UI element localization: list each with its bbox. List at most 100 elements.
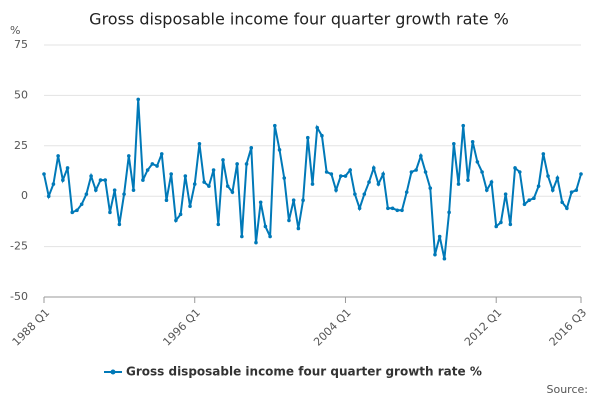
data-point: [362, 192, 367, 196]
data-point: [555, 176, 560, 180]
data-point: [122, 192, 126, 196]
data-point: [353, 192, 357, 196]
data-point: [466, 178, 470, 182]
data-point: [334, 188, 338, 192]
series-line: [43, 99, 582, 259]
data-point: [442, 256, 447, 261]
data-point: [517, 170, 522, 174]
data-point: [79, 202, 84, 207]
data-point: [484, 188, 489, 192]
data-point: [475, 160, 480, 164]
data-point: [244, 162, 249, 166]
data-point: [371, 166, 376, 170]
data-point: [61, 178, 65, 182]
data-point: [329, 172, 334, 176]
data-point: [235, 162, 239, 166]
data-point: [569, 190, 574, 194]
data-point: [216, 222, 221, 227]
data-point: [522, 202, 527, 207]
data-point: [409, 170, 414, 174]
data-point: [503, 192, 508, 196]
data-point: [277, 148, 282, 152]
data-point: [211, 168, 216, 172]
data-point: [320, 133, 324, 138]
data-point: [315, 125, 320, 130]
data-point: [489, 180, 494, 184]
y-axis-unit: %: [10, 24, 20, 37]
data-point: [89, 174, 93, 178]
data-point: [117, 222, 122, 227]
data-point: [94, 188, 98, 192]
data-point: [437, 234, 442, 239]
chart-title: Gross disposable income four quarter gro…: [89, 10, 509, 29]
data-point: [174, 218, 178, 223]
data-point: [230, 190, 235, 194]
data-point: [225, 184, 230, 188]
data-point: [141, 178, 145, 182]
y-tick-label: 25: [14, 139, 28, 152]
data-point: [423, 170, 428, 174]
data-point: [579, 172, 583, 176]
data-point: [159, 152, 164, 156]
data-point: [103, 178, 108, 182]
data-point: [414, 168, 418, 172]
data-point: [112, 188, 117, 192]
data-point: [494, 224, 499, 229]
y-tick-label: 75: [14, 38, 28, 51]
data-point: [51, 182, 56, 186]
data-point: [207, 184, 211, 188]
data-point: [499, 220, 503, 225]
data-point: [126, 154, 131, 158]
data-point: [56, 154, 60, 158]
data-point: [150, 162, 155, 166]
data-point: [131, 188, 136, 192]
y-tick-label: -50: [10, 290, 28, 303]
x-tick-label: 1996 Q1: [160, 306, 203, 349]
data-point: [452, 141, 456, 146]
data-point: [447, 210, 451, 215]
data-point: [428, 186, 433, 190]
legend-marker: [110, 369, 116, 375]
data-point: [386, 206, 390, 211]
data-point: [508, 222, 513, 227]
data-point: [282, 176, 287, 180]
source: Source:: [547, 383, 589, 396]
data-point: [574, 188, 579, 192]
data-point: [145, 168, 150, 172]
data-point: [367, 180, 371, 184]
data-point: [155, 164, 159, 168]
data-point: [301, 198, 305, 203]
data-point: [197, 141, 202, 146]
data-point: [291, 198, 296, 203]
data-point: [546, 174, 550, 178]
data-point: [296, 226, 301, 231]
y-tick-label: -25: [10, 240, 28, 253]
data-point: [188, 204, 192, 209]
x-tick-label: 2004 Q1: [311, 306, 354, 349]
data-point: [258, 200, 263, 205]
data-point: [268, 234, 272, 239]
x-tick-label: 2016 Q3: [547, 306, 590, 349]
x-tick-label: 2012 Q1: [462, 306, 505, 349]
data-point: [263, 224, 268, 229]
data-point: [310, 182, 315, 186]
data-point: [395, 208, 400, 213]
data-point: [324, 170, 329, 174]
data-point: [550, 188, 555, 192]
data-point: [178, 212, 183, 217]
data-point: [461, 123, 466, 128]
data-point: [348, 168, 352, 172]
legend-label: Gross disposable income four quarter gro…: [126, 365, 482, 379]
data-point: [46, 194, 51, 198]
data-point: [376, 182, 381, 186]
data-point: [357, 206, 362, 211]
data-point: [532, 196, 536, 201]
data-point: [183, 174, 188, 178]
data-point: [560, 200, 564, 205]
data-point: [249, 146, 254, 150]
data-point: [192, 182, 197, 186]
data-point: [202, 180, 206, 184]
data-point: [404, 190, 409, 194]
data-point: [565, 206, 569, 211]
data-point: [273, 123, 277, 128]
